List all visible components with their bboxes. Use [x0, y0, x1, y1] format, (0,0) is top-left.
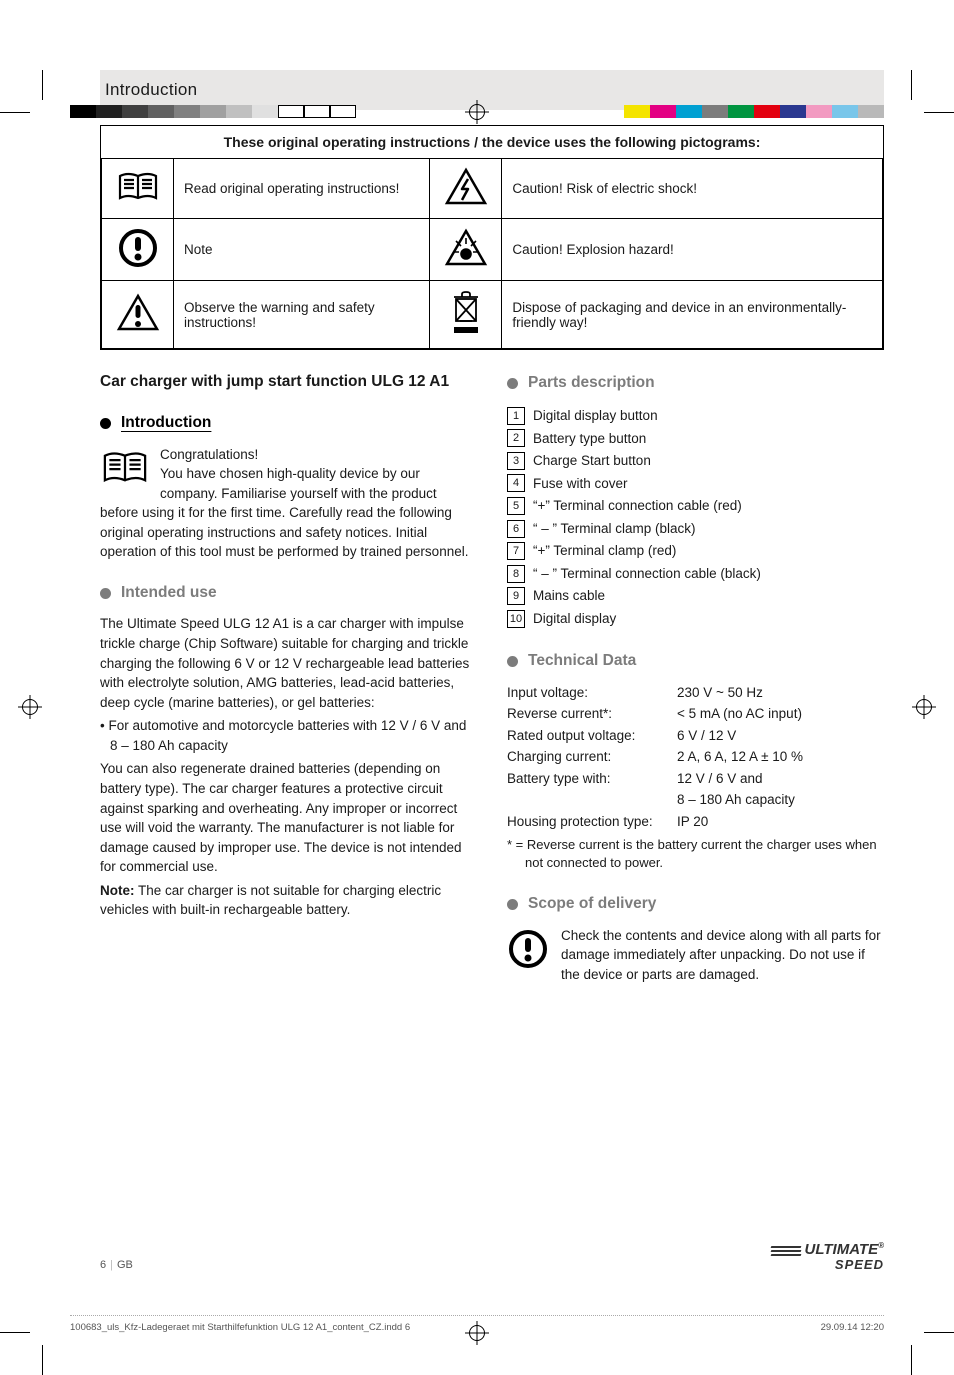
intro-lead: Congratulations! [160, 447, 258, 462]
technical-data-footnote: * = Reverse current is the battery curre… [507, 836, 884, 874]
recycle-bin-icon [430, 281, 502, 349]
list-item: 9Mains cable [507, 585, 884, 608]
color-bar-right [624, 105, 884, 118]
list-item: 6“ – ” Terminal clamp (black) [507, 517, 884, 540]
pictogram-label: Note [174, 219, 430, 281]
pictogram-table-title: These original operating instructions / … [102, 126, 883, 159]
registration-mark-icon [912, 695, 936, 719]
note-icon [102, 219, 174, 281]
intro-body: You have chosen high-quality device by o… [100, 466, 468, 559]
warning-icon [102, 281, 174, 349]
parts-list: 1Digital display button2Battery type but… [507, 404, 884, 630]
pictogram-label: Observe the warning and safety instructi… [174, 281, 430, 349]
registration-mark-icon [18, 695, 42, 719]
color-bar-left [70, 105, 356, 118]
pictogram-label: Dispose of packaging and device in an en… [502, 281, 883, 349]
pictogram-label: Caution! Explosion hazard! [502, 219, 883, 281]
list-item: 1Digital display button [507, 404, 884, 427]
product-title: Car charger with jump start function ULG… [100, 372, 477, 392]
book-icon [102, 159, 174, 219]
list-item: 4Fuse with cover [507, 472, 884, 495]
print-slug: 100683_uls_Kfz-Ladegeraet mit Starthilfe… [70, 1315, 884, 1333]
intended-use-p2: You can also regenerate drained batterie… [100, 759, 477, 876]
intended-use-note: Note: The car charger is not suitable fo… [100, 881, 477, 920]
scope-body: Check the contents and device along with… [561, 928, 881, 982]
section-scope-of-delivery: Scope of delivery [507, 893, 884, 915]
page-number: 6|GB [100, 1259, 133, 1271]
list-item: 5“+” Terminal connection cable (red) [507, 495, 884, 518]
pictogram-table: These original operating instructions / … [100, 125, 884, 350]
pictogram-label: Caution! Risk of electric shock! [502, 159, 883, 219]
note-icon [507, 928, 549, 976]
shock-warning-icon [430, 159, 502, 219]
explosion-warning-icon [430, 219, 502, 281]
list-item: 2Battery type button [507, 427, 884, 450]
section-introduction: Introduction [100, 412, 477, 434]
list-item: 10Digital display [507, 608, 884, 631]
intended-use-bullet: • For automotive and motorcycle batterie… [100, 716, 477, 755]
brand-logo: ULTIMATE® SPEED [771, 1242, 885, 1271]
book-icon [100, 449, 150, 493]
section-header: Introduction [100, 70, 884, 110]
list-item: 8“ – ” Terminal connection cable (black) [507, 562, 884, 585]
list-item: 7“+” Terminal clamp (red) [507, 540, 884, 563]
section-technical-data: Technical Data [507, 650, 884, 672]
section-intended-use: Intended use [100, 582, 477, 604]
pictogram-label: Read original operating instructions! [174, 159, 430, 219]
technical-data-grid: Input voltage:230 V ~ 50 HzReverse curre… [507, 683, 884, 832]
intended-use-p1: The Ultimate Speed ULG 12 A1 is a car ch… [100, 614, 477, 712]
section-parts-description: Parts description [507, 372, 884, 394]
list-item: 3Charge Start button [507, 450, 884, 473]
